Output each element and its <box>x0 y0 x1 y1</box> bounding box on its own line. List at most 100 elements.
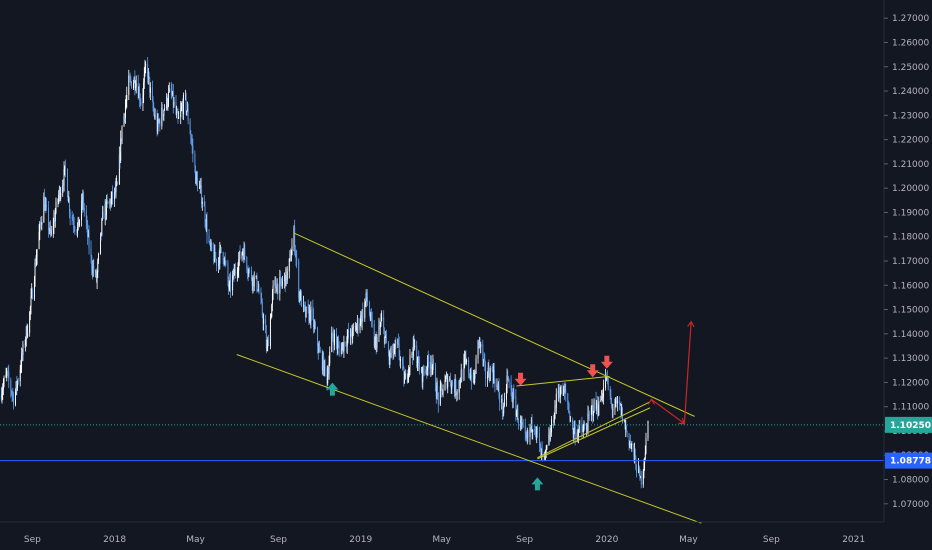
candle[interactable] <box>304 304 306 312</box>
candle[interactable] <box>553 412 555 426</box>
candle[interactable] <box>294 244 296 258</box>
candle[interactable] <box>180 102 182 112</box>
candle[interactable] <box>83 191 85 213</box>
candle[interactable] <box>116 175 118 187</box>
candle[interactable] <box>603 379 604 405</box>
candle[interactable] <box>167 97 169 111</box>
candle[interactable] <box>460 377 461 389</box>
candle[interactable] <box>570 416 571 423</box>
candle[interactable] <box>300 289 302 301</box>
candle[interactable] <box>418 356 420 375</box>
candle[interactable] <box>541 448 542 461</box>
candle[interactable] <box>582 425 584 433</box>
candle[interactable] <box>31 287 33 300</box>
candle[interactable] <box>196 170 198 180</box>
candle[interactable] <box>630 443 632 450</box>
candle[interactable] <box>35 255 37 268</box>
candle[interactable] <box>474 369 476 385</box>
candle[interactable] <box>640 470 642 489</box>
candle[interactable] <box>21 348 23 362</box>
candle[interactable] <box>176 105 178 119</box>
candle[interactable] <box>323 352 325 377</box>
candle[interactable] <box>574 420 576 446</box>
candle[interactable] <box>436 377 438 400</box>
candle[interactable] <box>199 178 201 194</box>
candle[interactable] <box>465 350 467 367</box>
candle[interactable] <box>19 364 21 387</box>
candle[interactable] <box>319 346 321 353</box>
candle[interactable] <box>289 250 291 262</box>
candle[interactable] <box>355 323 357 331</box>
candle[interactable] <box>5 367 7 378</box>
candle[interactable] <box>624 418 626 430</box>
candle[interactable] <box>95 269 97 278</box>
candle[interactable] <box>129 74 130 79</box>
candle[interactable] <box>346 336 348 353</box>
candle[interactable] <box>474 370 476 379</box>
candle[interactable] <box>449 376 451 382</box>
candle[interactable] <box>123 112 125 127</box>
candle[interactable] <box>134 70 136 96</box>
candle[interactable] <box>266 339 268 352</box>
candle[interactable] <box>190 130 192 144</box>
candle[interactable] <box>394 344 395 355</box>
candle[interactable] <box>455 378 457 397</box>
candle[interactable] <box>324 358 326 377</box>
candle[interactable] <box>559 383 561 403</box>
candle[interactable] <box>0 386 2 402</box>
candle[interactable] <box>147 68 149 85</box>
candle[interactable] <box>398 333 399 346</box>
candle[interactable] <box>562 382 564 396</box>
candle[interactable] <box>97 258 99 278</box>
candle[interactable] <box>109 198 111 209</box>
candle[interactable] <box>507 375 509 382</box>
candle[interactable] <box>402 356 404 369</box>
candle[interactable] <box>214 244 216 260</box>
candle[interactable] <box>497 381 499 392</box>
candle[interactable] <box>55 197 57 215</box>
candle[interactable] <box>338 335 339 346</box>
candle[interactable] <box>588 406 590 419</box>
candle[interactable] <box>565 382 567 402</box>
candle[interactable] <box>404 371 406 384</box>
candle[interactable] <box>625 419 627 437</box>
candle[interactable] <box>423 365 425 377</box>
candle[interactable] <box>102 206 104 220</box>
candle[interactable] <box>369 309 371 322</box>
candle[interactable] <box>170 81 172 100</box>
candle[interactable] <box>156 109 158 137</box>
candle[interactable] <box>437 380 439 400</box>
candle[interactable] <box>295 250 297 267</box>
candle[interactable] <box>11 389 12 396</box>
candle[interactable] <box>572 417 573 431</box>
candle[interactable] <box>238 250 240 266</box>
candle[interactable] <box>175 94 177 115</box>
candle[interactable] <box>232 270 234 296</box>
candle[interactable] <box>644 445 646 461</box>
candle[interactable] <box>267 334 269 346</box>
candle[interactable] <box>406 369 408 385</box>
candle[interactable] <box>340 342 342 357</box>
candle[interactable] <box>151 80 153 102</box>
candle[interactable] <box>484 353 486 372</box>
candle[interactable] <box>478 340 480 350</box>
candle[interactable] <box>263 313 265 331</box>
candle[interactable] <box>431 355 432 376</box>
candle[interactable] <box>298 258 300 303</box>
candle[interactable] <box>332 327 334 343</box>
candle[interactable] <box>483 352 485 362</box>
trendline[interactable] <box>537 407 651 460</box>
candle[interactable] <box>233 263 235 283</box>
candle[interactable] <box>635 455 637 471</box>
candle[interactable] <box>71 211 73 225</box>
candle[interactable] <box>576 429 578 443</box>
candle[interactable] <box>219 241 221 270</box>
candle[interactable] <box>68 190 70 204</box>
candle[interactable] <box>187 101 188 112</box>
trendline[interactable] <box>236 354 702 524</box>
candle[interactable] <box>10 377 12 398</box>
candle[interactable] <box>631 440 633 452</box>
candle[interactable] <box>464 351 466 365</box>
candle[interactable] <box>567 400 569 414</box>
candle[interactable] <box>337 336 339 355</box>
